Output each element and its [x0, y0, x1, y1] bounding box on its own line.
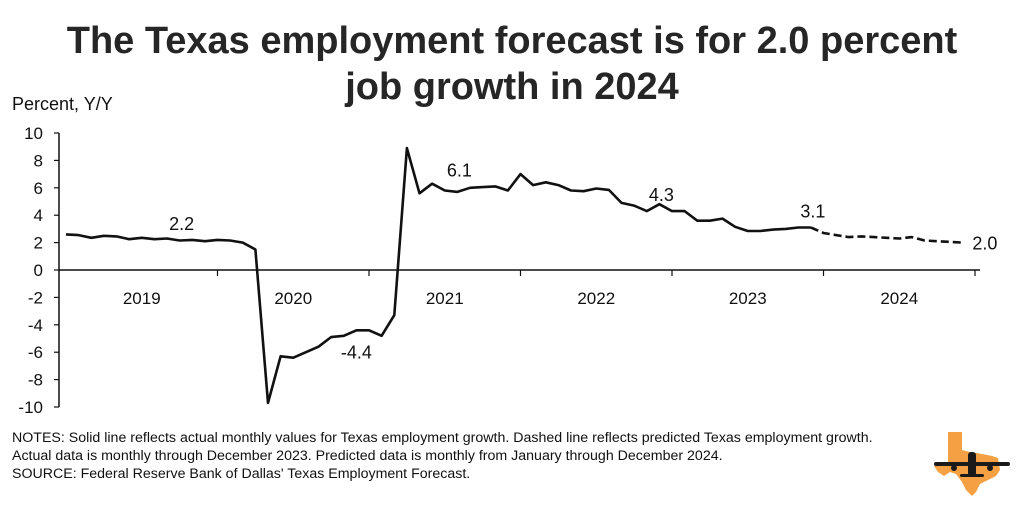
notes-block: NOTES: Solid line reflects actual monthl… [12, 429, 912, 483]
x-tick-label: 2022 [577, 289, 615, 308]
y-tick-label: -10 [18, 398, 43, 417]
data-label: 3.1 [800, 202, 825, 222]
x-tick-label: 2023 [729, 289, 767, 308]
x-tick-label: 2019 [123, 289, 161, 308]
notes-text: NOTES: Solid line reflects actual monthl… [12, 430, 873, 464]
axes: -10 -8 -6 -4 -2 0 2 4 6 8 10 2019 2020 2021 2022 2023 20… [18, 124, 980, 417]
data-label: 4.3 [649, 185, 674, 205]
y-tick-label: 8 [34, 151, 43, 170]
y-tick-label: 2 [34, 234, 43, 253]
chart-title: The Texas employment forecast is for 2.0… [0, 18, 1024, 110]
airplane-icon [934, 452, 1010, 477]
actual-line [65, 146, 811, 405]
data-label: -4.4 [341, 342, 372, 362]
texas-airplane-logo [934, 432, 1010, 496]
data-label: 2.0 [972, 234, 997, 254]
data-labels: 2.2 -4.4 6.1 4.3 3.1 2.0 [169, 160, 997, 362]
y-tick-label: 4 [34, 206, 43, 225]
y-axis-label: Percent, Y/Y [12, 94, 113, 114]
x-tick-label: 2021 [426, 289, 464, 308]
data-label: 6.1 [447, 160, 472, 180]
y-tick-label: 0 [34, 261, 43, 280]
chart-title-line-2: job growth in 2024 [345, 66, 679, 108]
y-tick-label: -2 [28, 288, 43, 307]
series-lines [65, 146, 963, 405]
forecast-line [810, 226, 963, 244]
y-tick-label: 6 [34, 179, 43, 198]
chart-title-line-1: The Texas employment forecast is for 2.0… [66, 20, 958, 62]
x-tick-label: 2020 [274, 289, 312, 308]
source-text: SOURCE: Federal Reserve Bank of Dallas' … [12, 466, 471, 482]
y-tick-label: -8 [28, 371, 43, 390]
y-tick-label: -6 [28, 343, 43, 362]
y-tick-label: 10 [24, 124, 43, 143]
x-tick-label: 2024 [880, 289, 918, 308]
y-tick-label: -4 [28, 316, 43, 335]
data-label: 2.2 [169, 214, 194, 234]
